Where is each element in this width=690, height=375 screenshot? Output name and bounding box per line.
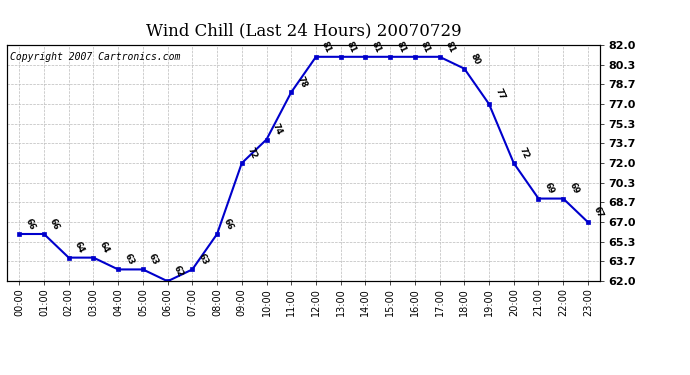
Text: 66: 66 [48,217,61,231]
Text: Copyright 2007 Cartronics.com: Copyright 2007 Cartronics.com [10,52,180,62]
Text: 81: 81 [419,40,432,54]
Text: 64: 64 [97,240,110,255]
Text: 81: 81 [345,40,358,54]
Text: 69: 69 [567,182,580,196]
Text: Wind Chill (Last 24 Hours) 20070729: Wind Chill (Last 24 Hours) 20070729 [146,22,462,39]
Text: 81: 81 [320,40,333,54]
Text: 66: 66 [23,217,37,231]
Text: 81: 81 [394,40,407,54]
Text: 81: 81 [444,40,457,54]
Text: 64: 64 [73,240,86,255]
Text: 74: 74 [270,122,284,137]
Text: 63: 63 [147,252,160,267]
Text: 62: 62 [172,264,185,279]
Text: 63: 63 [122,252,135,267]
Text: 72: 72 [518,146,531,160]
Text: 81: 81 [370,40,383,54]
Text: 78: 78 [295,75,308,90]
Text: 80: 80 [469,52,482,66]
Text: 72: 72 [246,146,259,160]
Text: 66: 66 [221,217,235,231]
Text: 69: 69 [542,182,555,196]
Text: 67: 67 [592,205,605,219]
Text: 77: 77 [493,87,506,101]
Text: 63: 63 [197,252,210,267]
